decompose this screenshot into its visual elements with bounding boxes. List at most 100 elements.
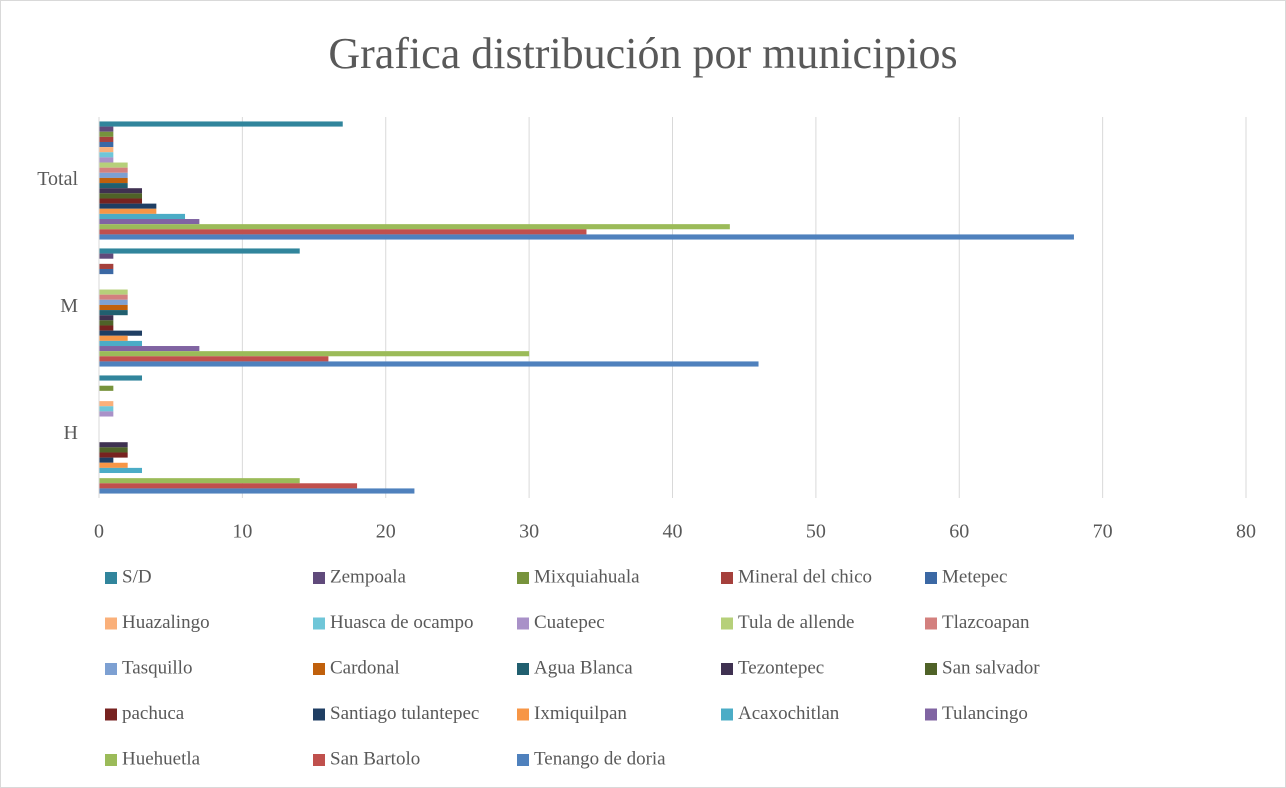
bar	[99, 406, 114, 412]
bar	[99, 224, 730, 230]
bar	[99, 253, 114, 259]
bar	[99, 183, 128, 189]
x-tick-label: 20	[376, 521, 396, 543]
x-tick-label: 10	[232, 521, 252, 543]
bar	[99, 325, 114, 331]
bar	[99, 172, 128, 178]
legend-swatch	[105, 572, 117, 584]
legend-label: Cardonal	[330, 657, 400, 678]
legend-label: Tlazcoapan	[942, 612, 1030, 633]
x-tick-label: 30	[519, 521, 539, 543]
bar	[99, 131, 114, 137]
bar	[99, 401, 114, 407]
legend-swatch	[105, 708, 117, 721]
legend-label: Tasquillo	[122, 657, 192, 678]
y-tick-label: H	[64, 422, 78, 444]
legend-swatch	[313, 663, 325, 675]
legend-swatch	[105, 754, 117, 766]
bar	[99, 375, 143, 381]
legend-label: Metepec	[942, 566, 1007, 587]
legend-label: San salvador	[942, 657, 1040, 678]
legend-label: San Bartolo	[330, 748, 420, 769]
bar	[99, 208, 157, 214]
bar	[99, 121, 343, 127]
x-tick-label: 70	[1093, 521, 1113, 543]
bar	[99, 157, 114, 163]
bar	[99, 203, 157, 209]
bar	[99, 385, 114, 391]
legend-label: Acaxochitlan	[738, 703, 840, 724]
bar	[99, 289, 128, 295]
legend-swatch	[925, 708, 937, 721]
bar	[99, 136, 114, 142]
bar	[99, 356, 329, 362]
legend-label: Huehuetla	[122, 748, 201, 769]
legend-label: Santiago tulantepec	[330, 703, 479, 724]
bar	[99, 147, 114, 153]
bar	[99, 167, 128, 173]
bar	[99, 304, 128, 311]
legend-swatch	[721, 708, 733, 721]
legend-label: Mixquiahuala	[534, 566, 640, 587]
legend-swatch	[105, 663, 117, 675]
bar	[99, 462, 128, 468]
legend-label: Ixmiquilpan	[534, 703, 627, 724]
bar	[99, 457, 114, 463]
bar	[99, 229, 587, 235]
bar	[99, 442, 128, 448]
bar	[99, 320, 114, 326]
bar	[99, 351, 530, 357]
legend-swatch	[517, 572, 529, 584]
x-tick-label: 40	[663, 521, 683, 543]
legend-label: S/D	[122, 566, 152, 587]
bar	[99, 361, 759, 367]
bar	[99, 263, 114, 269]
bar	[99, 411, 114, 417]
bar	[99, 299, 128, 305]
legend-label: Tula de allende	[738, 612, 854, 633]
legend-label: Agua Blanca	[534, 657, 633, 678]
bar	[99, 126, 114, 132]
legend-swatch	[517, 754, 529, 766]
legend-swatch	[925, 617, 937, 630]
bar	[99, 234, 1074, 240]
bar	[99, 268, 114, 275]
bar	[99, 162, 128, 168]
legend-swatch	[721, 663, 733, 675]
bar	[99, 219, 200, 225]
bar	[99, 483, 358, 489]
bar	[99, 152, 114, 158]
legend-swatch	[313, 572, 325, 584]
bar	[99, 248, 300, 254]
legend-swatch	[925, 663, 937, 675]
x-tick-label: 0	[94, 521, 104, 543]
y-tick-label: Total	[37, 168, 78, 190]
x-tick-label: 50	[806, 521, 826, 543]
bar	[99, 335, 128, 341]
chart-title: Grafica distribución por municipios	[328, 29, 957, 78]
bar	[99, 188, 143, 194]
legend-label: Tenango de doria	[534, 748, 666, 769]
bar	[99, 177, 128, 184]
bar	[99, 198, 143, 204]
bar	[99, 330, 143, 336]
legend-label: Tezontepec	[738, 657, 824, 678]
legend-swatch	[517, 708, 529, 721]
legend-label: Huasca de ocampo	[330, 612, 474, 633]
legend-swatch	[313, 708, 325, 721]
bar	[99, 452, 128, 458]
bar	[99, 467, 143, 474]
legend-swatch	[517, 617, 529, 630]
legend-swatch	[105, 617, 117, 630]
legend-label: Huazalingo	[122, 612, 210, 633]
legend-label: pachuca	[122, 703, 185, 724]
legend-swatch	[313, 617, 325, 630]
x-tick-label: 60	[949, 521, 969, 543]
bar	[99, 310, 128, 316]
legend-label: Zempoala	[330, 566, 407, 587]
legend-swatch	[517, 663, 529, 675]
bar	[99, 488, 415, 494]
bar	[99, 193, 143, 199]
